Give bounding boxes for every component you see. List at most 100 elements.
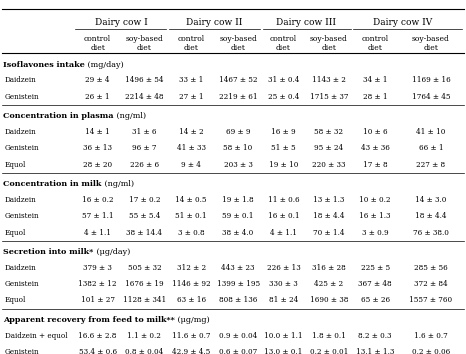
Text: 18 ± 4.4: 18 ± 4.4 — [313, 212, 345, 220]
Text: 33 ± 1: 33 ± 1 — [179, 76, 204, 84]
Text: Genistein: Genistein — [5, 348, 39, 354]
Text: 42.9 ± 4.5: 42.9 ± 4.5 — [172, 348, 210, 354]
Text: 10 ± 0.2: 10 ± 0.2 — [359, 196, 391, 204]
Text: 0.2 ± 0.06: 0.2 ± 0.06 — [412, 348, 450, 354]
Text: 1.1 ± 0.2: 1.1 ± 0.2 — [128, 331, 161, 339]
Text: 18 ± 4.4: 18 ± 4.4 — [415, 212, 447, 220]
Text: Daidzein: Daidzein — [5, 128, 36, 136]
Text: 31 ± 6: 31 ± 6 — [132, 128, 157, 136]
Text: 34 ± 1: 34 ± 1 — [363, 76, 387, 84]
Text: Dairy cow III: Dairy cow III — [276, 18, 336, 27]
Text: 2214 ± 48: 2214 ± 48 — [125, 93, 164, 101]
Text: Dairy cow IV: Dairy cow IV — [373, 18, 432, 27]
Text: 1128 ± 341: 1128 ± 341 — [123, 297, 166, 304]
Text: Daidzein + equol: Daidzein + equol — [5, 331, 67, 339]
Text: 330 ± 3: 330 ± 3 — [269, 280, 298, 288]
Text: 17 ± 8: 17 ± 8 — [363, 161, 387, 169]
Text: 285 ± 56: 285 ± 56 — [414, 264, 448, 272]
Text: 443 ± 23: 443 ± 23 — [221, 264, 255, 272]
Text: Apparent recovery from feed to milk**: Apparent recovery from feed to milk** — [3, 316, 175, 324]
Text: soy-based
diet: soy-based diet — [412, 35, 450, 52]
Text: 1557 ± 760: 1557 ± 760 — [409, 297, 452, 304]
Text: Genistein: Genistein — [5, 144, 39, 152]
Text: 14 ± 1: 14 ± 1 — [85, 128, 110, 136]
Text: Dairy cow II: Dairy cow II — [186, 18, 243, 27]
Text: 220 ± 33: 220 ± 33 — [312, 161, 346, 169]
Text: Equol: Equol — [5, 229, 26, 236]
Text: 16.6 ± 2.8: 16.6 ± 2.8 — [78, 331, 117, 339]
Text: 4 ± 1.1: 4 ± 1.1 — [270, 229, 297, 236]
Text: 69 ± 9: 69 ± 9 — [226, 128, 250, 136]
Text: 16 ± 0.1: 16 ± 0.1 — [267, 212, 299, 220]
Text: control
diet: control diet — [84, 35, 111, 52]
Text: 13.0 ± 0.1: 13.0 ± 0.1 — [264, 348, 303, 354]
Text: soy-based
diet: soy-based diet — [219, 35, 257, 52]
Text: control
diet: control diet — [270, 35, 297, 52]
Text: Isoflavones intake: Isoflavones intake — [3, 61, 85, 69]
Text: control
diet: control diet — [178, 35, 205, 52]
Text: 1169 ± 16: 1169 ± 16 — [411, 76, 450, 84]
Text: 372 ± 84: 372 ± 84 — [414, 280, 448, 288]
Text: 312 ± 2: 312 ± 2 — [177, 264, 206, 272]
Text: 4 ± 1.1: 4 ± 1.1 — [84, 229, 111, 236]
Text: 203 ± 3: 203 ± 3 — [224, 161, 253, 169]
Text: 425 ± 2: 425 ± 2 — [315, 280, 343, 288]
Text: 367 ± 48: 367 ± 48 — [358, 280, 392, 288]
Text: 27 ± 1: 27 ± 1 — [179, 93, 204, 101]
Text: 226 ± 6: 226 ± 6 — [130, 161, 159, 169]
Text: 379 ± 3: 379 ± 3 — [83, 264, 112, 272]
Text: (ng/ml): (ng/ml) — [102, 181, 134, 188]
Text: 55 ± 5.4: 55 ± 5.4 — [129, 212, 160, 220]
Text: 38 ± 4.0: 38 ± 4.0 — [222, 229, 254, 236]
Text: 26 ± 1: 26 ± 1 — [85, 93, 110, 101]
Text: 13.1 ± 1.3: 13.1 ± 1.3 — [356, 348, 394, 354]
Text: Daidzein: Daidzein — [5, 264, 36, 272]
Text: 53.4 ± 0.6: 53.4 ± 0.6 — [79, 348, 116, 354]
Text: 1676 ± 19: 1676 ± 19 — [125, 280, 164, 288]
Text: 95 ± 24: 95 ± 24 — [315, 144, 343, 152]
Text: Concentration in milk: Concentration in milk — [3, 181, 102, 188]
Text: 1399 ± 195: 1399 ± 195 — [217, 280, 260, 288]
Text: 1146 ± 92: 1146 ± 92 — [172, 280, 211, 288]
Text: 58 ± 32: 58 ± 32 — [315, 128, 343, 136]
Text: 28 ± 20: 28 ± 20 — [83, 161, 112, 169]
Text: (μg/day): (μg/day) — [94, 249, 130, 256]
Text: Equol: Equol — [5, 161, 26, 169]
Text: 57 ± 1.1: 57 ± 1.1 — [82, 212, 113, 220]
Text: 63 ± 16: 63 ± 16 — [177, 297, 206, 304]
Text: 3 ± 0.8: 3 ± 0.8 — [178, 229, 205, 236]
Text: 0.8 ± 0.04: 0.8 ± 0.04 — [125, 348, 164, 354]
Text: 14 ± 3.0: 14 ± 3.0 — [415, 196, 446, 204]
Text: 10.0 ± 1.1: 10.0 ± 1.1 — [264, 331, 303, 339]
Text: 2219 ± 61: 2219 ± 61 — [219, 93, 257, 101]
Text: 1.6 ± 0.7: 1.6 ± 0.7 — [414, 331, 448, 339]
Text: (μg/mg): (μg/mg) — [176, 316, 210, 324]
Text: 65 ± 26: 65 ± 26 — [361, 297, 390, 304]
Text: 1690 ± 38: 1690 ± 38 — [310, 297, 348, 304]
Text: 76 ± 38.0: 76 ± 38.0 — [413, 229, 449, 236]
Text: 19 ± 1.8: 19 ± 1.8 — [222, 196, 254, 204]
Text: 19 ± 10: 19 ± 10 — [269, 161, 298, 169]
Text: 1382 ± 12: 1382 ± 12 — [78, 280, 117, 288]
Text: soy-based
diet: soy-based diet — [310, 35, 348, 52]
Text: 505 ± 32: 505 ± 32 — [128, 264, 161, 272]
Text: 81 ± 24: 81 ± 24 — [269, 297, 298, 304]
Text: 66 ± 1: 66 ± 1 — [418, 144, 443, 152]
Text: 58 ± 10: 58 ± 10 — [224, 144, 253, 152]
Text: control
diet: control diet — [362, 35, 389, 52]
Text: 808 ± 136: 808 ± 136 — [219, 297, 257, 304]
Text: 16 ± 1.3: 16 ± 1.3 — [359, 212, 391, 220]
Text: 0.2 ± 0.01: 0.2 ± 0.01 — [310, 348, 348, 354]
Text: 38 ± 14.4: 38 ± 14.4 — [126, 229, 163, 236]
Text: Genistein: Genistein — [5, 212, 39, 220]
Text: 225 ± 5: 225 ± 5 — [361, 264, 390, 272]
Text: Genistein: Genistein — [5, 93, 39, 101]
Text: 14 ± 0.5: 14 ± 0.5 — [176, 196, 207, 204]
Text: 1143 ± 2: 1143 ± 2 — [312, 76, 346, 84]
Text: 13 ± 1.3: 13 ± 1.3 — [313, 196, 345, 204]
Text: soy-based
diet: soy-based diet — [125, 35, 164, 52]
Text: 17 ± 0.2: 17 ± 0.2 — [129, 196, 160, 204]
Text: 96 ± 7: 96 ± 7 — [132, 144, 157, 152]
Text: 31 ± 0.4: 31 ± 0.4 — [268, 76, 299, 84]
Text: Daidzein: Daidzein — [5, 196, 36, 204]
